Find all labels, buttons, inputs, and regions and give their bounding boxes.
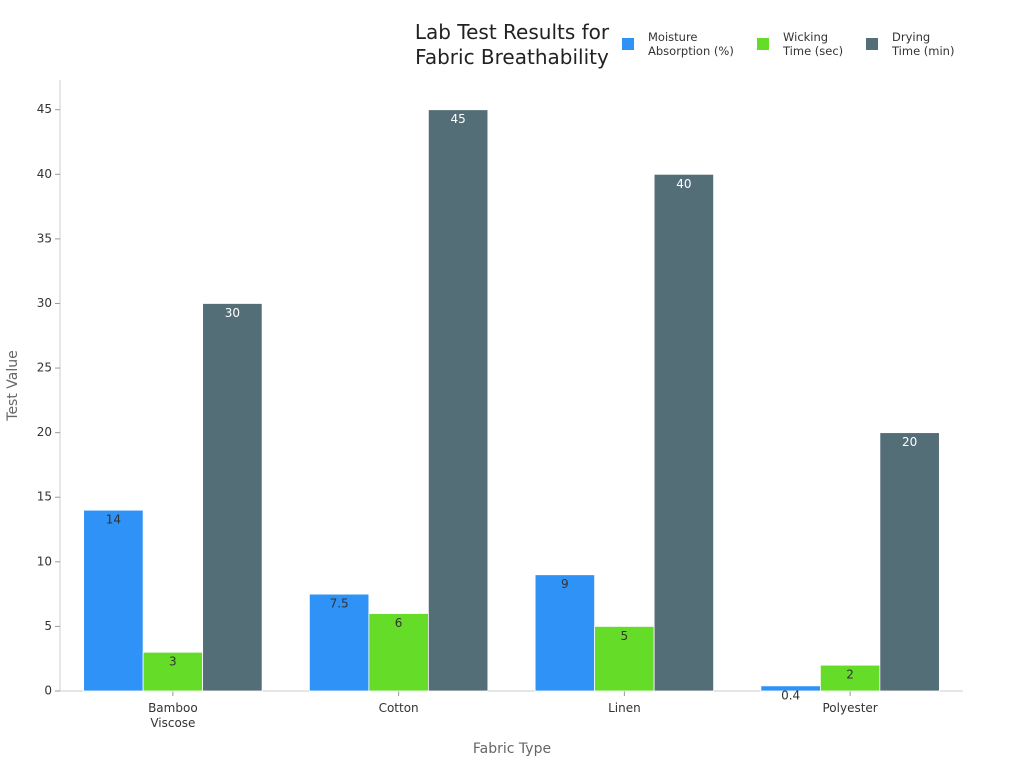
y-tick-label: 0	[44, 684, 52, 698]
y-tick-label: 35	[37, 231, 52, 245]
data-label: 40	[676, 177, 691, 191]
legend-label: Wicking Time (sec)	[783, 30, 844, 59]
bar	[202, 303, 263, 692]
data-label: 3	[169, 655, 177, 669]
bar	[83, 509, 144, 692]
x-tick-label: Bamboo Viscose	[148, 701, 198, 730]
y-tick-label: 40	[37, 167, 52, 181]
bar	[594, 626, 655, 692]
bar	[368, 613, 429, 692]
y-tick-label: 5	[44, 619, 52, 633]
y-tick-label: 30	[37, 296, 52, 310]
legend-swatch	[622, 38, 634, 50]
data-label: 7.5	[330, 597, 349, 611]
data-label: 14	[106, 513, 121, 527]
x-tick-label: Linen	[608, 701, 641, 715]
data-label: 5	[621, 629, 629, 643]
bar	[427, 109, 489, 692]
data-label: 45	[450, 112, 465, 126]
bar	[879, 432, 940, 692]
data-label: 6	[395, 616, 403, 630]
data-label: 2	[846, 668, 854, 682]
bar	[653, 173, 715, 692]
y-tick-label: 20	[37, 425, 52, 439]
legend-label: Drying Time (min)	[892, 30, 955, 59]
bar	[534, 574, 596, 692]
data-label: 20	[902, 435, 917, 449]
chart-title: Lab Test Results for Fabric Breathabilit…	[414, 20, 610, 69]
legend-swatch	[866, 38, 878, 50]
x-axis-label: Fabric Type	[472, 741, 552, 757]
data-label: 30	[225, 306, 240, 320]
legend-swatch	[757, 38, 769, 50]
y-axis-label: Test Value	[5, 350, 21, 421]
y-tick-label: 15	[37, 490, 52, 504]
data-label: 9	[561, 577, 569, 591]
y-tick-label: 25	[37, 361, 52, 375]
y-tick-label: 45	[37, 102, 52, 116]
bar	[819, 664, 881, 692]
y-tick-label: 10	[37, 554, 52, 568]
x-tick-label: Cotton	[378, 701, 419, 715]
x-tick-label: Polyester	[822, 701, 878, 715]
legend-label: Moisture Absorption (%)	[648, 30, 734, 59]
data-label: 0.4	[781, 688, 800, 702]
